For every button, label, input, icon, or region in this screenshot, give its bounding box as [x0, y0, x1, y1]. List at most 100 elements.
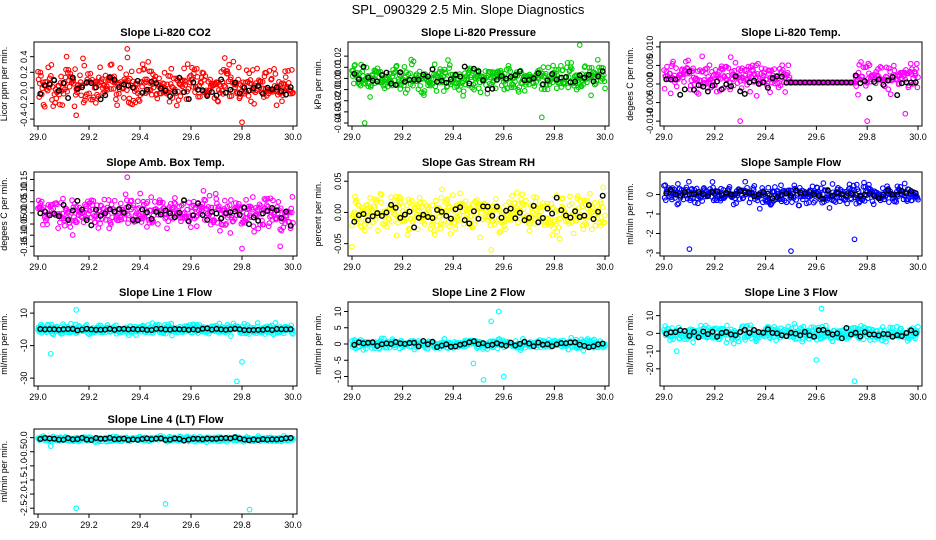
data-point — [104, 86, 111, 93]
data-point — [38, 198, 45, 205]
data-point — [662, 182, 669, 188]
data-point — [398, 200, 405, 206]
x-tick-label: 29.2 — [394, 132, 412, 142]
reference-point — [512, 215, 519, 222]
data-point — [117, 200, 124, 207]
y-tick-label: -0.01 — [333, 79, 343, 100]
data-point — [530, 194, 537, 200]
data-point — [38, 205, 44, 211]
outlier-point — [488, 318, 495, 325]
reference-point — [806, 188, 813, 195]
outlier-point — [488, 247, 495, 253]
data-point — [206, 192, 213, 199]
data-point — [225, 70, 231, 77]
reference-point — [102, 92, 109, 99]
data-point — [285, 68, 291, 74]
data-point — [689, 68, 696, 74]
data-point — [442, 70, 449, 77]
y-tick-label: 0.005 — [645, 54, 655, 77]
reference-point — [153, 80, 160, 87]
reference-point — [259, 90, 266, 97]
reference-point — [714, 188, 721, 195]
reference-point — [194, 86, 201, 93]
data-point — [371, 204, 378, 211]
reference-point — [493, 203, 500, 210]
data-point — [266, 220, 273, 226]
reference-point — [751, 327, 758, 334]
data-point — [695, 200, 701, 207]
reference-point — [185, 218, 192, 225]
reference-point — [857, 80, 864, 87]
data-point — [583, 221, 590, 228]
reference-point — [213, 92, 220, 99]
x-tick-label: 29.2 — [706, 132, 724, 142]
data-point — [401, 63, 408, 70]
data-point — [169, 332, 175, 339]
reference-point — [470, 208, 477, 215]
outlier-point — [277, 243, 284, 250]
data-point — [915, 74, 921, 81]
y-tick-label: 0.10 — [19, 182, 29, 200]
data-point — [246, 70, 253, 77]
data-point — [53, 95, 60, 102]
data-point — [456, 211, 463, 218]
data-point — [446, 223, 453, 230]
data-point — [396, 193, 402, 200]
reference-point — [898, 333, 905, 340]
y-tick-label: -1.0 — [19, 458, 29, 474]
reference-point — [125, 203, 132, 210]
data-point — [692, 199, 698, 206]
y-tick-label: 0.01 — [333, 59, 343, 77]
reference-point — [677, 91, 684, 98]
data-point — [730, 340, 737, 347]
reference-point — [424, 73, 431, 80]
data-point — [251, 100, 257, 107]
reference-point — [815, 192, 822, 199]
data-point — [809, 327, 816, 333]
reference-point — [590, 78, 597, 85]
x-tick-label: 29.8 — [858, 132, 876, 142]
reference-point — [760, 79, 767, 86]
data-point — [179, 83, 186, 90]
reference-point — [461, 217, 468, 224]
data-point — [839, 188, 846, 195]
data-point — [111, 197, 118, 204]
data-point — [89, 96, 96, 103]
data-point — [505, 62, 512, 69]
reference-point — [801, 328, 808, 335]
data-point — [452, 225, 459, 232]
data-point — [913, 66, 920, 72]
reference-point — [526, 214, 533, 221]
reference-point — [447, 76, 454, 83]
data-point — [71, 103, 78, 110]
reference-point — [429, 66, 436, 73]
reference-point — [111, 208, 118, 215]
data-point — [113, 91, 120, 98]
reference-point — [695, 188, 702, 195]
plot-frame — [347, 41, 610, 127]
reference-point — [714, 333, 721, 340]
data-point — [440, 221, 447, 227]
reference-point — [65, 216, 72, 223]
x-tick-label: 29.2 — [80, 392, 98, 402]
data-point — [113, 96, 119, 103]
data-point — [441, 66, 448, 73]
reference-point — [231, 79, 238, 86]
data-point — [709, 179, 716, 185]
reference-point — [134, 77, 141, 84]
data-point — [186, 199, 192, 206]
reference-point — [746, 79, 753, 86]
data-point — [367, 195, 373, 201]
data-point — [914, 84, 921, 91]
outlier-point — [470, 360, 477, 367]
reference-point — [852, 329, 859, 336]
reference-point — [167, 210, 174, 217]
reference-point — [861, 78, 868, 85]
reference-point — [704, 331, 711, 338]
x-tick-label: 29.8 — [233, 520, 251, 530]
x-tick-label: 30.0 — [596, 132, 614, 142]
reference-point — [78, 206, 85, 213]
data-point — [249, 194, 256, 200]
y-tick-label: 0 — [645, 331, 655, 336]
